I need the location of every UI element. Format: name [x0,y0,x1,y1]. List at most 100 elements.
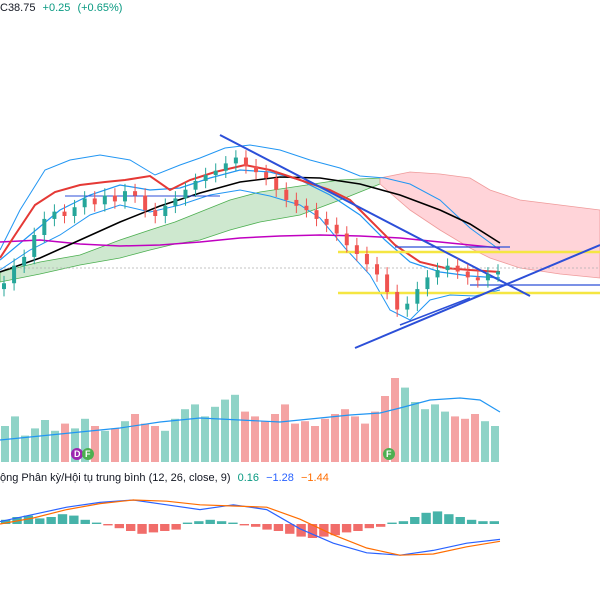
candle-body [102,195,107,205]
macd-hist-bar [171,524,181,530]
macd-hist-bar [478,521,488,524]
quote-header: C38.75 +0.25 (+0.65%) [0,2,126,14]
candle-body [294,199,299,206]
event-marker-f-2[interactable] [383,448,395,460]
candle-body [223,163,228,171]
volume-bar [451,416,459,462]
macd-hist-bar [489,521,499,524]
candle-body [274,178,279,190]
candle-body [122,191,127,202]
volume-bar [71,428,79,462]
candle-body [304,205,309,211]
volume-bar [281,404,289,462]
volume-bar [51,430,59,462]
macd-hist-bar [330,524,340,536]
volume-bar [11,416,19,462]
macd-hist-bar [387,522,397,524]
macd-histogram [1,511,499,538]
quote-change-pct: (+0.65%) [77,2,123,14]
volume-bar [251,416,259,462]
signal-line [0,499,501,556]
volume-bar [261,421,269,462]
macd-hist-bar [160,524,170,531]
signal-value: −1.44 [300,472,329,484]
macd-hist-bar [80,519,90,524]
candle-body [496,271,500,275]
candle-body [12,265,17,284]
macd-title: ộng Phân kỳ/Hội tụ trung bình (12, 26, c… [0,472,231,484]
event-label-f: F [85,449,91,459]
candle-body [465,271,470,278]
volume-bar [321,418,329,462]
candle-body [475,277,480,281]
macd-hist-bar [398,521,409,524]
volume-bar [361,423,369,462]
volume-bars [1,378,499,462]
macd-hist-bar [307,524,318,538]
candle-body [243,157,248,167]
candle-body [72,207,77,216]
trendline-up [354,244,600,349]
candle-body [22,256,27,266]
event-marker-f[interactable] [82,448,94,460]
trendline-down [219,134,531,297]
candle-body [415,289,420,304]
candle-body [133,191,138,196]
volume-bar [381,396,389,462]
macd-hist-bar [126,524,136,531]
volume-bar [121,421,129,462]
candle-body [385,274,390,292]
volume-bar [301,421,309,462]
volume-bar [21,435,29,462]
candle-body [425,277,430,290]
event-marker-d[interactable] [71,448,83,460]
candle-body [52,211,57,219]
volume-bar [161,430,169,462]
volume-bar [481,421,489,462]
macd-hist-bar [35,518,45,524]
macd-hist-bar [432,511,443,524]
candle-body [354,245,359,254]
candle-body [314,210,319,219]
volume-bar [61,423,69,462]
trendline-short [399,297,471,326]
macd-hist-bar [296,524,306,537]
macd-hist-bar [410,517,420,524]
volume-bar [221,399,229,462]
candles [2,150,500,317]
candle-body [2,283,6,290]
volume-bar [341,409,349,462]
macd-hist-bar [228,522,238,524]
macd-hist-bar [376,524,386,527]
candle-body [153,210,158,216]
macd-hist-bar [194,521,204,524]
macd-hist-bar [103,524,113,526]
candle-body [395,292,400,310]
macd-value: −1.28 [266,472,294,484]
volume-bar [311,426,319,462]
candle-body [455,265,460,272]
candle-body [62,211,67,216]
macd-hist-bar [205,519,215,524]
bollinger-lower [0,189,501,321]
volume-bar [151,426,159,462]
candle-body [143,195,148,211]
ichimoku-cloud-bear [379,171,600,279]
volume-bar [471,414,479,462]
candle-body [92,198,97,205]
volume-bar [201,416,209,462]
macd-hist-bar [455,517,465,524]
macd-hist-bar [285,524,295,534]
macd-hist-bar [23,515,34,524]
macd-legend: ộng Phân kỳ/Hội tụ trung bình (12, 26, c… [0,472,329,484]
volume-bar [431,404,439,462]
volume-bar [131,414,139,462]
volume-bar [31,428,39,462]
volume-bar [291,423,299,462]
volume-bar [461,418,469,462]
candle-body [173,198,178,206]
macd-hist-bar [364,524,374,529]
volume-bar [91,426,99,462]
macd-hist-bar [148,524,159,533]
